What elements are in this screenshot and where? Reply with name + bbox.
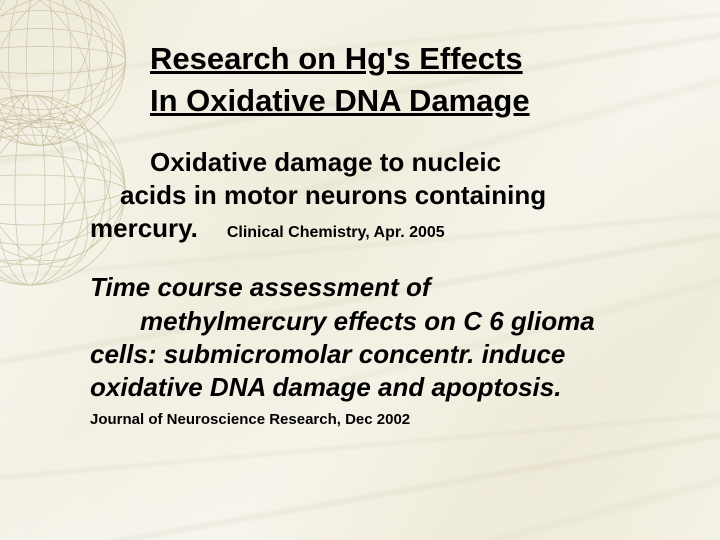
paragraph-1: Oxidative damage to nucleic acids in mot… <box>90 146 680 246</box>
para1-l3-text: mercury. <box>90 213 198 243</box>
paragraph-2: Time course assessment of methylmercury … <box>90 271 680 404</box>
citation-2: Journal of Neuroscience Research, Dec 20… <box>90 411 680 428</box>
para1-line2: acids in motor neurons containing <box>90 179 680 212</box>
slide-title: Research on Hg's Effects In Oxidative DN… <box>150 38 680 122</box>
para2-line1: Time course assessment of <box>90 271 680 304</box>
para2-line4: oxidative DNA damage and apoptosis. <box>90 371 680 404</box>
para1-line1: Oxidative damage to nucleic <box>90 146 680 179</box>
para2-line2: methylmercury effects on C 6 glioma <box>90 305 680 338</box>
slide-content: Research on Hg's Effects In Oxidative DN… <box>0 0 720 458</box>
para2-line3: cells: submicromolar concentr. induce <box>90 338 680 371</box>
title-line-1: Research on Hg's Effects <box>150 41 523 76</box>
para1-line3: mercury. Clinical Chemistry, Apr. 2005 <box>90 212 680 245</box>
title-line-2: In Oxidative DNA Damage <box>150 83 530 118</box>
citation-1: Clinical Chemistry, Apr. 2005 <box>227 224 445 241</box>
